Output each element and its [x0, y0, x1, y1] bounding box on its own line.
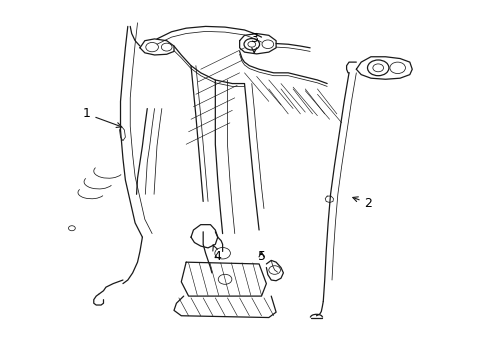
Text: 3: 3	[250, 32, 258, 53]
Text: 5: 5	[257, 250, 265, 263]
Text: 4: 4	[212, 245, 221, 263]
Text: 2: 2	[352, 197, 372, 210]
Text: 1: 1	[82, 107, 122, 127]
